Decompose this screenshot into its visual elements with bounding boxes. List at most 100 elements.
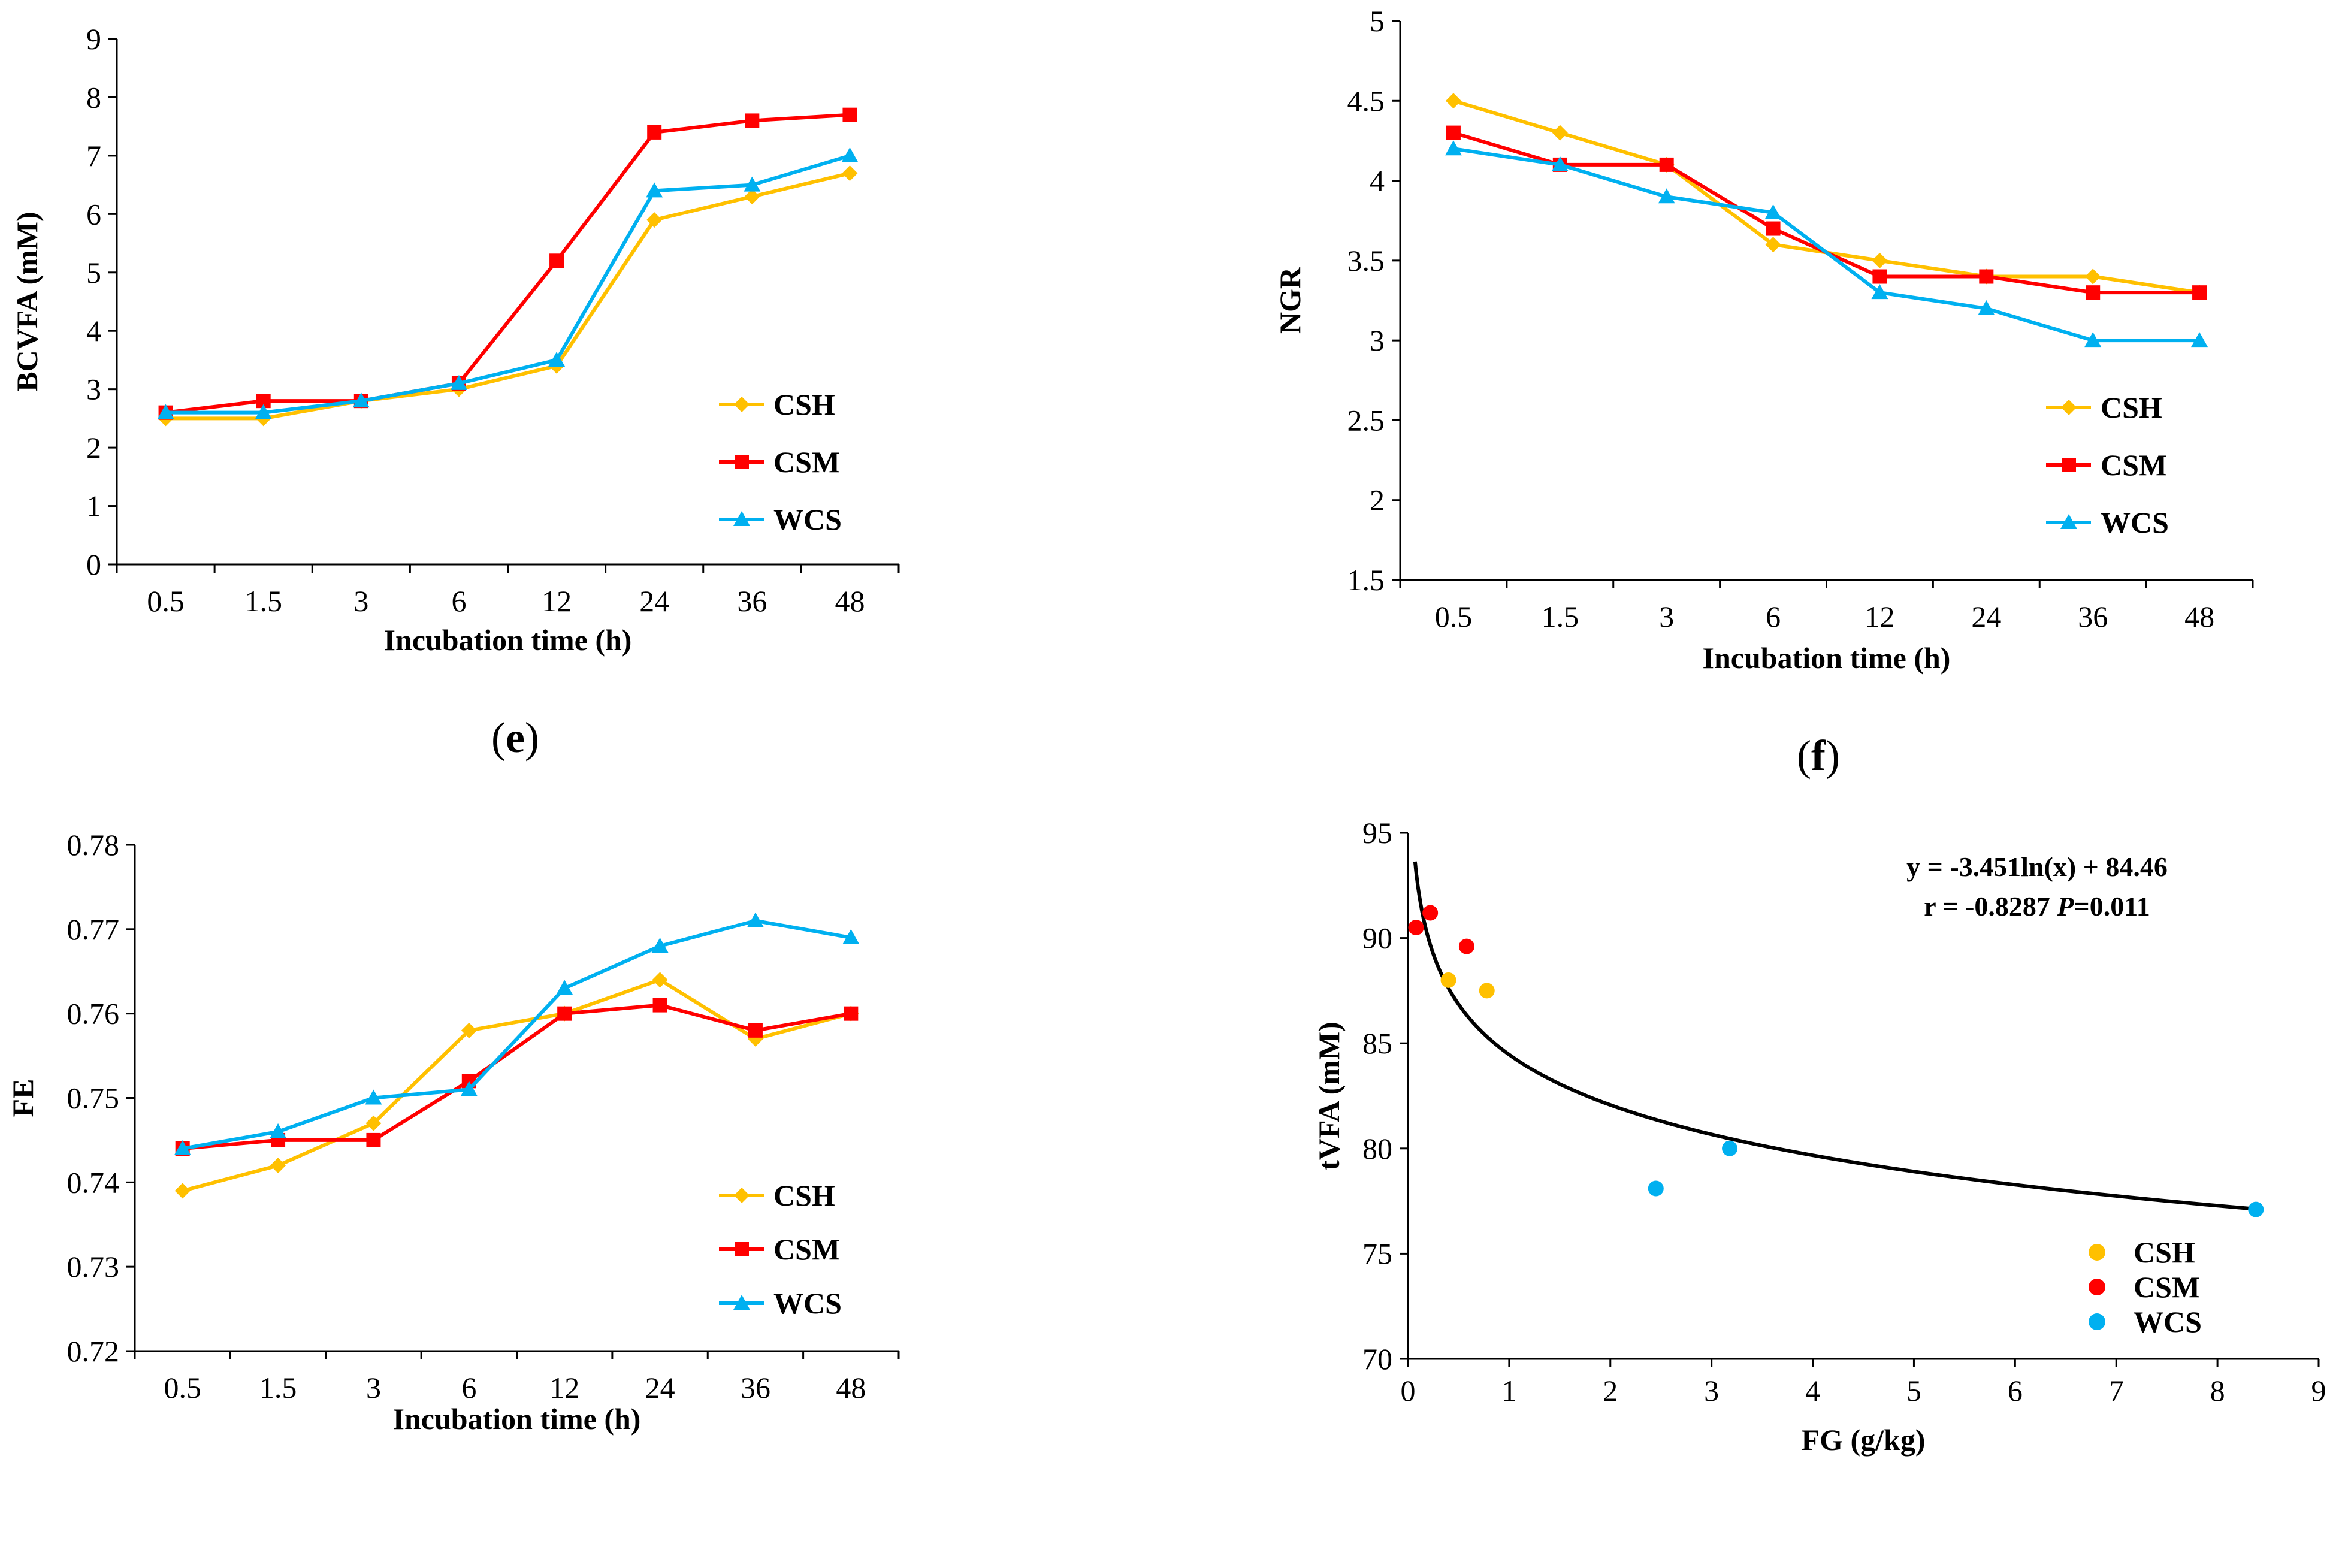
- y-tick-label: 0: [86, 548, 101, 581]
- data-point-wcs: [1764, 204, 1782, 219]
- y-tick-label: 95: [1362, 816, 1392, 850]
- legend-marker-csh: [734, 1188, 750, 1203]
- legend-marker-csm: [735, 455, 749, 469]
- x-tick-label: 9: [2311, 1374, 2326, 1407]
- legend-marker-wcs: [733, 1295, 750, 1310]
- data-point-wcs: [744, 176, 761, 192]
- data-point-wcs: [174, 1140, 191, 1155]
- x-tick-label: 0.5: [1435, 600, 1473, 633]
- panel-label-open: (: [1797, 732, 1811, 780]
- y-tick-label: 0.76: [67, 997, 120, 1031]
- y-tick-label: 0.78: [67, 828, 120, 862]
- x-tick-label: 5: [1906, 1374, 1921, 1407]
- data-point-wcs: [365, 1089, 382, 1105]
- data-point-wcs: [841, 147, 859, 162]
- y-tick-label: 1.5: [1347, 563, 1385, 597]
- x-tick-label: 1.5: [244, 584, 282, 618]
- legend-label-csm: CSM: [773, 445, 840, 479]
- y-tick-label: 0.74: [67, 1165, 120, 1199]
- x-tick-label: 1.5: [1542, 600, 1579, 633]
- x-axis-title: Incubation time (h): [393, 1402, 641, 1436]
- series-line-csh: [1453, 99, 2200, 295]
- data-point-wcs: [747, 912, 764, 927]
- x-tick-label: 2: [1603, 1374, 1618, 1407]
- fit-curve: [1413, 861, 2258, 1212]
- data-point-wcs: [450, 374, 467, 390]
- x-tick-label: 6: [2008, 1374, 2023, 1407]
- x-tick-label: 3: [1659, 600, 1674, 633]
- legend-marker-wcs: [733, 511, 750, 526]
- data-point-csm: [549, 253, 564, 268]
- data-point-csh: [270, 1158, 286, 1174]
- legend-marker-csh: [2061, 400, 2077, 415]
- x-axis-title: FG (g/kg): [1802, 1423, 1926, 1457]
- panel-label-letter: e: [506, 714, 525, 762]
- data-point-csm: [748, 1023, 763, 1038]
- data-point-csh: [461, 1022, 477, 1038]
- legend-label-csm: CSM: [2134, 1270, 2200, 1304]
- panel-label: (e): [491, 714, 539, 762]
- x-tick-label: 7: [2109, 1374, 2124, 1407]
- legend-marker-csm: [735, 1242, 749, 1256]
- x-tick-label: 3: [1704, 1374, 1719, 1407]
- data-point-csh: [1872, 252, 1888, 268]
- x-tick-label: 3: [353, 584, 368, 618]
- x-tick-label: 36: [737, 584, 767, 618]
- data-point-wcs: [646, 182, 663, 198]
- y-tick-label: 1: [86, 490, 101, 523]
- legend-label-csh: CSH: [2101, 391, 2162, 424]
- data-point-csh: [365, 1115, 382, 1131]
- x-tick-label: 0.5: [147, 584, 185, 618]
- x-tick-label: 1.5: [259, 1371, 297, 1404]
- data-point-wcs: [460, 1081, 478, 1096]
- data-point-csm: [1422, 905, 1439, 921]
- x-tick-label: 48: [836, 1371, 866, 1404]
- data-point-wcs: [1978, 300, 1995, 315]
- x-tick-label: 12: [1864, 600, 1894, 633]
- legend-label-wcs: WCS: [2134, 1305, 2202, 1339]
- legend-label-wcs: WCS: [2101, 506, 2169, 539]
- data-point-csh: [842, 165, 858, 182]
- legend-label-csm: CSM: [2101, 448, 2167, 482]
- series-line-wcs: [1453, 147, 2200, 343]
- data-point-csm: [1446, 125, 1461, 140]
- panel-label: (f): [1797, 732, 1840, 780]
- y-tick-label: 5: [86, 256, 101, 289]
- series-line-wcs: [165, 154, 851, 415]
- series-line-csm: [1453, 131, 2200, 295]
- series-line-csm: [165, 113, 850, 415]
- y-tick-label: 0.77: [67, 913, 120, 946]
- y-tick-label: 0.73: [67, 1250, 120, 1283]
- x-tick-label: 24: [1971, 600, 2001, 633]
- legend-marker-wcs: [2089, 1313, 2105, 1330]
- y-tick-label: 75: [1362, 1237, 1392, 1270]
- y-tick-label: 85: [1362, 1026, 1392, 1060]
- data-point-wcs: [556, 980, 573, 995]
- y-tick-label: 4: [1370, 164, 1385, 198]
- data-point-csh: [1479, 983, 1495, 999]
- x-tick-label: 1: [1501, 1374, 1516, 1407]
- fit-equation: y = -3.451ln(x) + 84.46: [1906, 851, 2168, 882]
- data-point-wcs: [1551, 156, 1569, 171]
- data-point-wcs: [1871, 284, 1888, 300]
- legend-marker-csh: [2089, 1244, 2105, 1261]
- fit-p-symbol: P: [2056, 891, 2074, 922]
- y-tick-label: 8: [86, 80, 101, 114]
- data-point-wcs: [842, 929, 860, 944]
- y-tick-label: 3: [1370, 324, 1385, 357]
- series-line-csh: [182, 978, 852, 1193]
- y-axis-title: NGR: [1273, 267, 1307, 334]
- y-axis-title: tVFA (mM): [1312, 1022, 1346, 1170]
- y-tick-label: 70: [1362, 1342, 1392, 1376]
- y-tick-label: 90: [1362, 922, 1392, 955]
- y-tick-label: 6: [86, 197, 101, 231]
- x-tick-label: 12: [542, 584, 572, 618]
- data-point-csm: [2192, 285, 2207, 300]
- data-point-csm: [1766, 221, 1781, 236]
- data-point-csh: [646, 212, 663, 228]
- data-point-csh: [1440, 972, 1456, 988]
- x-tick-label: 48: [2184, 600, 2214, 633]
- data-point-csm: [844, 1006, 859, 1021]
